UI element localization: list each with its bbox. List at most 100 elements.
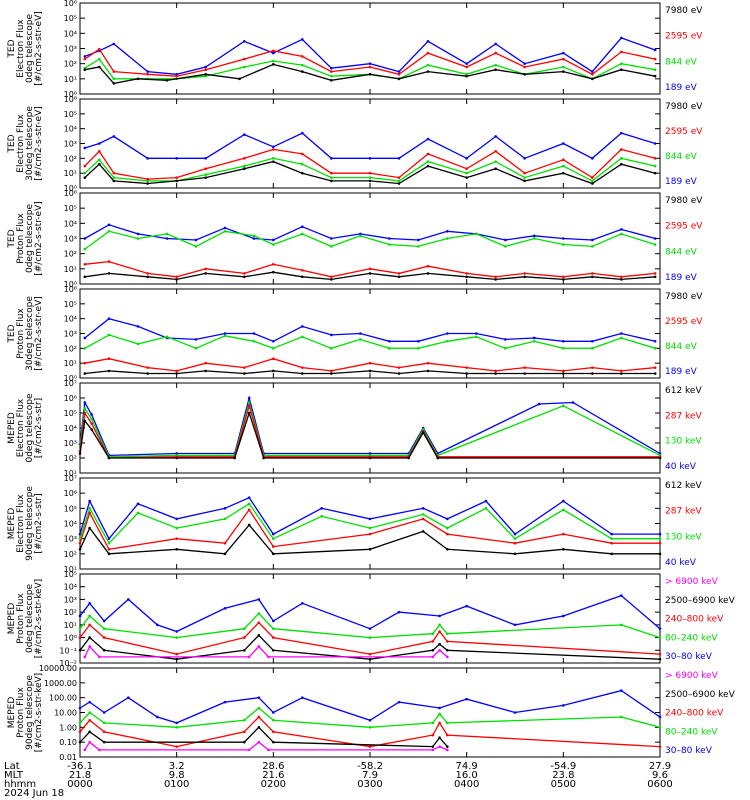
y-tick-label: 10⁴: [64, 125, 77, 134]
data-point: [359, 338, 362, 341]
data-point: [484, 499, 488, 503]
data-point: [465, 62, 468, 65]
data-point: [562, 70, 565, 73]
y-axis-label-line: 30deg telescope: [25, 106, 35, 181]
data-point: [446, 532, 449, 536]
data-point: [165, 79, 169, 82]
data-point: [257, 696, 261, 699]
data-point: [175, 456, 178, 460]
legend-entry: 287 keV: [665, 411, 702, 421]
y-tick-label: 10²: [64, 344, 77, 353]
data-point: [620, 689, 623, 692]
data-point: [98, 655, 101, 659]
y-axis-label-line: MEPED: [7, 508, 17, 540]
data-point: [136, 511, 140, 515]
data-point: [513, 623, 517, 627]
legend-entry: 2595 eV: [665, 127, 703, 137]
data-point: [562, 275, 565, 279]
data-point: [112, 135, 116, 138]
y-tick-label: 10⁷: [64, 474, 77, 483]
data-point: [78, 721, 82, 725]
data-point: [112, 82, 116, 85]
y-tick-label: 10²: [64, 250, 77, 259]
data-point: [175, 652, 178, 656]
footer-hhmm-value: 0300: [357, 779, 382, 790]
data-point: [272, 49, 275, 53]
data-point: [83, 655, 87, 659]
series-line: [79, 594, 661, 633]
data-point: [610, 541, 613, 545]
data-point: [591, 339, 594, 343]
data-point: [98, 162, 101, 166]
series-line: [79, 707, 661, 728]
data-point: [368, 62, 372, 65]
data-point: [421, 517, 425, 521]
data-point: [438, 706, 441, 710]
data-point: [243, 164, 246, 168]
data-point: [431, 655, 435, 659]
data-point: [175, 176, 178, 179]
footer-hhmm-value: 0000: [67, 779, 92, 790]
data-point: [446, 332, 449, 335]
data-point: [243, 65, 246, 69]
legend-entry: 7980 eV: [665, 196, 703, 206]
data-point: [426, 152, 430, 156]
data-point: [194, 338, 198, 341]
data-point: [243, 157, 246, 160]
y-tick-label: 10¹: [64, 265, 77, 274]
y-tick-label: 0.01: [59, 753, 77, 762]
data-point: [330, 369, 333, 373]
data-point: [257, 726, 261, 729]
data-point: [83, 407, 87, 410]
y-tick-label: 10⁶: [64, 285, 77, 294]
data-point: [233, 456, 236, 460]
data-point: [243, 636, 246, 639]
data-point: [562, 508, 565, 512]
data-point: [658, 726, 662, 729]
data-point: [98, 142, 101, 145]
data-point: [653, 74, 657, 78]
footer-lat-value: -36.1: [67, 761, 93, 772]
data-point: [204, 272, 207, 275]
data-point: [653, 339, 657, 343]
y-axis-label-line: 0deg telescope: [25, 14, 35, 84]
y-tick-label: 10⁴: [64, 315, 77, 324]
data-point: [446, 648, 449, 652]
y-axis-label-line: Electron Flux: [16, 19, 26, 78]
footer-date: 2024 Jun 18: [4, 788, 64, 799]
series-line: [84, 160, 656, 185]
data-point: [653, 68, 657, 72]
y-tick-label: 10⁵: [64, 14, 77, 23]
data-point: [591, 182, 594, 185]
data-point: [175, 537, 178, 540]
data-point: [107, 317, 111, 320]
data-point: [330, 278, 333, 281]
data-point: [397, 77, 401, 81]
data-point: [494, 63, 497, 67]
data-point: [320, 507, 323, 510]
data-point: [257, 740, 261, 744]
data-point: [368, 272, 372, 275]
data-point: [465, 157, 468, 160]
data-point: [523, 275, 526, 279]
data-point: [562, 142, 565, 145]
data-point: [610, 537, 613, 540]
data-point: [523, 72, 526, 76]
data-point: [112, 70, 116, 73]
y-tick-label: 10⁶: [64, 394, 77, 403]
series-line: [84, 224, 656, 241]
data-point: [243, 718, 246, 722]
data-point: [426, 361, 430, 365]
data-point: [620, 594, 623, 597]
data-point: [620, 278, 623, 281]
y-axis-label-line: 0deg telescope: [25, 204, 35, 274]
data-point: [175, 636, 178, 639]
data-point: [83, 347, 87, 350]
data-point: [620, 62, 623, 65]
series-line: [79, 523, 660, 555]
data-point: [653, 142, 657, 145]
data-point: [257, 634, 261, 637]
data-point: [301, 131, 304, 135]
data-point: [438, 614, 441, 618]
data-point: [368, 627, 372, 630]
